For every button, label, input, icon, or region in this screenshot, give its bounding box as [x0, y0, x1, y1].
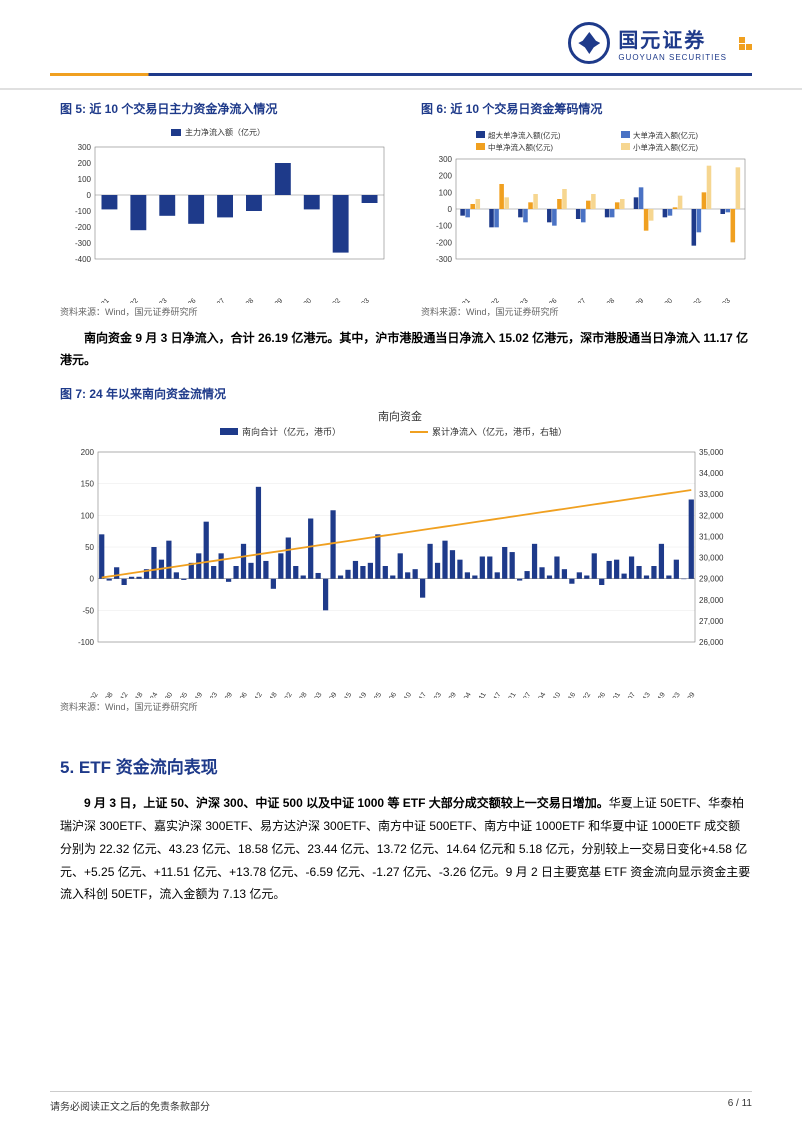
svg-text:150: 150 — [81, 480, 95, 489]
svg-text:2024-08-23: 2024-08-23 — [499, 297, 529, 303]
section5-heading: 5. ETF 资金流向表现 — [60, 753, 752, 778]
svg-text:南向资金: 南向资金 — [378, 409, 422, 423]
svg-text:-200: -200 — [75, 223, 92, 232]
etf-paragraph: 9 月 3 日，上证 50、沪深 300、中证 500 以及中证 1000 等 … — [60, 792, 752, 906]
svg-text:2024-08-23: 2024-08-23 — [138, 297, 168, 303]
etf-bold2: 较上一交易日增加。 — [501, 796, 609, 810]
logo-cn-text: 国元证券 — [618, 24, 727, 53]
logo-accent-icon — [739, 37, 752, 50]
svg-text:2024-08-30: 2024-08-30 — [283, 297, 313, 303]
svg-text:28,000: 28,000 — [699, 596, 724, 605]
svg-text:2024-08-28: 2024-08-28 — [586, 297, 616, 303]
etf-rest: 华夏上证 50ETF、华泰柏瑞沪深 300ETF、嘉实沪深 300ETF、易方达… — [60, 796, 750, 901]
svg-text:100: 100 — [78, 175, 92, 184]
svg-text:大单净流入额(亿元): 大单净流入额(亿元) — [633, 130, 698, 140]
svg-text:50: 50 — [85, 543, 94, 552]
southbound-line1: 南向资金 9 月 3 日净流入，合计 26.19 亿港元。其中，沪市港股通当日净… — [84, 331, 495, 345]
svg-text:27,000: 27,000 — [699, 617, 724, 626]
svg-text:100: 100 — [439, 188, 453, 197]
fig7-title: 图 7: 24 年以来南向资金流情况 — [60, 385, 752, 402]
fig6-title: 图 6: 近 10 个交易日资金筹码情况 — [421, 100, 752, 117]
southbound-paragraph: 南向资金 9 月 3 日净流入，合计 26.19 亿港元。其中，沪市港股通当日净… — [60, 328, 752, 371]
svg-text:33,000: 33,000 — [699, 490, 724, 499]
svg-text:2024-08-28: 2024-08-28 — [225, 297, 255, 303]
svg-text:2024-08-26: 2024-08-26 — [167, 297, 197, 303]
svg-text:200: 200 — [78, 159, 92, 168]
svg-text:2024-08-30: 2024-08-30 — [644, 297, 674, 303]
svg-text:累计净流入（亿元，港币，右轴）: 累计净流入（亿元，港币，右轴） — [432, 426, 567, 437]
page-footer: 请务必阅读正文之后的免责条款部分 6 / 11 — [50, 1091, 752, 1113]
svg-text:2024-08-22: 2024-08-22 — [470, 297, 500, 303]
svg-text:26,000: 26,000 — [699, 638, 724, 647]
svg-text:-400: -400 — [75, 255, 92, 264]
svg-text:0: 0 — [90, 575, 95, 584]
svg-text:29,000: 29,000 — [699, 575, 724, 584]
logo-en-text: GUOYUAN SECURITIES — [618, 53, 727, 62]
svg-text:中单净流入额(亿元): 中单净流入额(亿元) — [488, 142, 553, 152]
svg-text:2024-08-27: 2024-08-27 — [196, 297, 226, 303]
logo-icon — [568, 22, 610, 64]
fig6-chart: 超大单净流入额(亿元) 大单净流入额(亿元) 中单净流入额(亿元) 小单净流入额(亿元… — [421, 123, 751, 303]
fig7-chart: 南向资金南向合计（亿元，港币） 累计净流入（亿元，港币，右轴） -100 -50 0 50… — [60, 408, 740, 698]
page-header: 国元证券 GUOYUAN SECURITIES — [0, 0, 802, 90]
fig5-source: 资料来源：Wind，国元证券研究所 — [60, 305, 391, 318]
svg-text:2024-08-26: 2024-08-26 — [528, 297, 558, 303]
svg-text:0: 0 — [87, 191, 92, 200]
svg-text:-50: -50 — [82, 607, 94, 616]
svg-text:-100: -100 — [436, 222, 453, 231]
svg-text:南向合计（亿元，港币）: 南向合计（亿元，港币） — [242, 426, 341, 437]
svg-text:-100: -100 — [75, 207, 92, 216]
svg-text:34,000: 34,000 — [699, 469, 724, 478]
fig7-source: 资料来源：Wind，国元证券研究所 — [60, 700, 752, 713]
footer-page: 6 / 11 — [728, 1098, 752, 1113]
svg-text:300: 300 — [78, 143, 92, 152]
svg-text:-300: -300 — [436, 255, 453, 264]
svg-text:2024-08-27: 2024-08-27 — [557, 297, 587, 303]
svg-text:2024-08-29: 2024-08-29 — [615, 297, 645, 303]
svg-text:-200: -200 — [436, 238, 453, 247]
svg-text:100: 100 — [81, 512, 95, 521]
svg-text:300: 300 — [439, 155, 453, 164]
svg-text:-100: -100 — [78, 638, 95, 647]
svg-text:2024-08-29: 2024-08-29 — [254, 297, 284, 303]
header-rule — [50, 73, 752, 76]
svg-text:主力净流入额（亿元）: 主力净流入额（亿元） — [185, 127, 265, 137]
svg-text:2024-08-21: 2024-08-21 — [81, 297, 111, 303]
svg-text:200: 200 — [439, 172, 453, 181]
etf-bold1: 9 月 3 日，上证 50、沪深 300、中证 500 以及中证 1000 等 … — [84, 796, 501, 810]
svg-text:35,000: 35,000 — [699, 448, 724, 457]
fig5-title: 图 5: 近 10 个交易日主力资金净流入情况 — [60, 100, 391, 117]
svg-text:2024-08-22: 2024-08-22 — [109, 297, 139, 303]
logo-block: 国元证券 GUOYUAN SECURITIES — [568, 22, 752, 64]
svg-text:-300: -300 — [75, 239, 92, 248]
svg-text:31,000: 31,000 — [699, 533, 724, 542]
svg-text:2024-09-03: 2024-09-03 — [702, 297, 732, 303]
svg-text:2024-09-02: 2024-09-02 — [312, 297, 342, 303]
svg-text:2024-01-02: 2024-01-02 — [76, 692, 100, 699]
svg-text:2024-08-21: 2024-08-21 — [442, 297, 472, 303]
svg-text:超大单净流入额(亿元): 超大单净流入额(亿元) — [488, 130, 561, 140]
svg-text:0: 0 — [448, 205, 453, 214]
fig5-chart: 主力净流入额（亿元） -400 -300 -200 -100 0 100 200 300 2024… — [60, 123, 390, 303]
svg-text:200: 200 — [81, 448, 95, 457]
svg-text:32,000: 32,000 — [699, 512, 724, 521]
footer-disclaimer: 请务必阅读正文之后的免责条款部分 — [50, 1098, 210, 1113]
svg-text:30,000: 30,000 — [699, 554, 724, 563]
svg-text:2024-09-03: 2024-09-03 — [341, 297, 371, 303]
fig6-source: 资料来源：Wind，国元证券研究所 — [421, 305, 752, 318]
svg-text:小单净流入额(亿元): 小单净流入额(亿元) — [633, 142, 698, 152]
svg-text:2024-09-02: 2024-09-02 — [673, 297, 703, 303]
